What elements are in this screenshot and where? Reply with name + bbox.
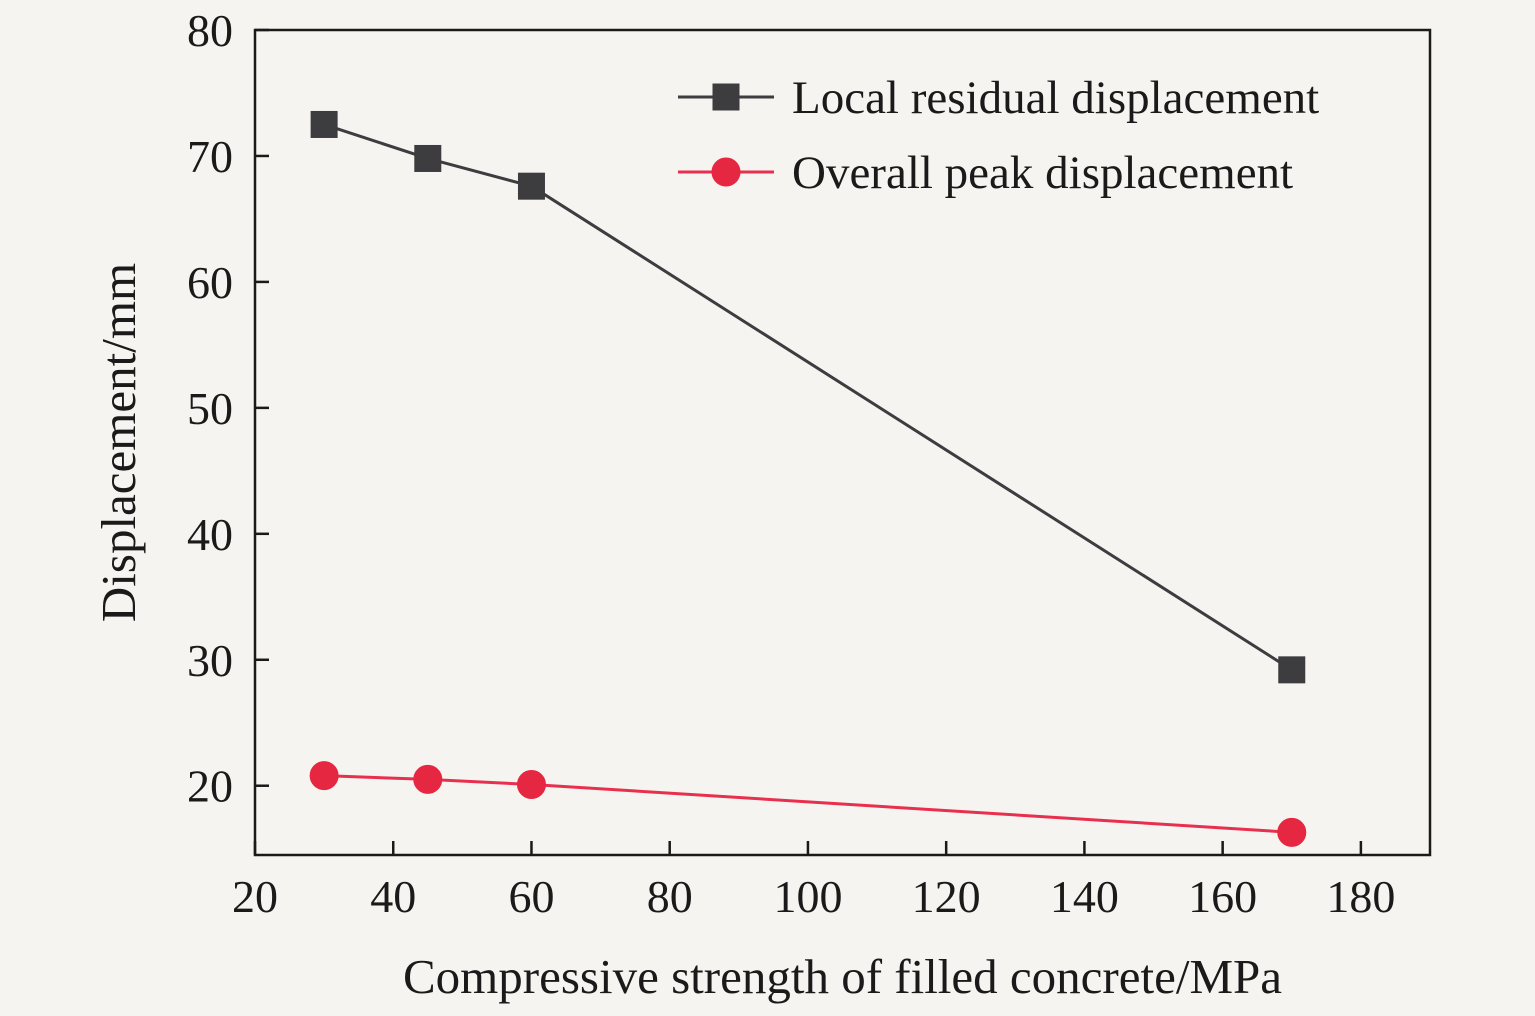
series-square — [310, 110, 1306, 684]
x-axis-tick-label: 40 — [370, 871, 416, 922]
circle-marker — [516, 769, 546, 799]
legend-label: Overall peak displacement — [792, 147, 1293, 199]
legend: Local residual displacement Overall peak … — [678, 72, 1319, 199]
x-axis-tick-label: 80 — [647, 871, 693, 922]
square-marker — [1278, 656, 1306, 684]
square-marker — [310, 110, 338, 138]
series-line — [324, 774, 1292, 834]
y-axis: 20 30 40 50 60 70 80 — [187, 5, 269, 812]
axis-labels: Compressive strength of filled concrete/… — [91, 263, 1282, 1004]
y-axis-tick-label: 20 — [187, 761, 233, 812]
series-circle — [309, 761, 1307, 847]
plot-frame — [253, 28, 1432, 857]
legend-item: Local residual displacement — [678, 72, 1319, 124]
x-axis-tick-label: 160 — [1188, 871, 1257, 922]
plot-border — [253, 28, 1432, 857]
y-axis-title: Displacement/mm — [91, 263, 146, 622]
x-axis-tick-label: 100 — [773, 871, 842, 922]
y-axis-tick-label: 50 — [187, 383, 233, 434]
x-axis-tick-label: 140 — [1050, 871, 1119, 922]
x-axis-tick-label: 60 — [508, 871, 554, 922]
square-marker — [517, 172, 545, 200]
y-axis-tick-label: 40 — [187, 509, 233, 560]
x-axis-tick-label: 20 — [232, 871, 278, 922]
square-marker — [414, 144, 442, 172]
circle-marker — [1277, 817, 1307, 847]
y-axis-tick-label: 60 — [187, 257, 233, 308]
circle-marker — [711, 157, 741, 187]
circle-marker — [413, 764, 443, 794]
y-axis-tick-label: 80 — [187, 5, 233, 56]
x-axis: 20 40 60 80 100 120 140 160 180 — [232, 841, 1395, 922]
x-axis-title: Compressive strength of filled concrete/… — [403, 949, 1282, 1004]
square-marker — [712, 83, 740, 111]
x-axis-tick-label: 120 — [912, 871, 981, 922]
legend-item: Overall peak displacement — [678, 147, 1293, 199]
x-axis-tick-label: 180 — [1326, 871, 1395, 922]
y-axis-tick-label: 30 — [187, 635, 233, 686]
circle-marker — [309, 761, 339, 791]
legend-label: Local residual displacement — [792, 72, 1319, 124]
series-group — [309, 110, 1307, 847]
series-line — [323, 123, 1293, 672]
y-axis-tick-label: 70 — [187, 131, 233, 182]
